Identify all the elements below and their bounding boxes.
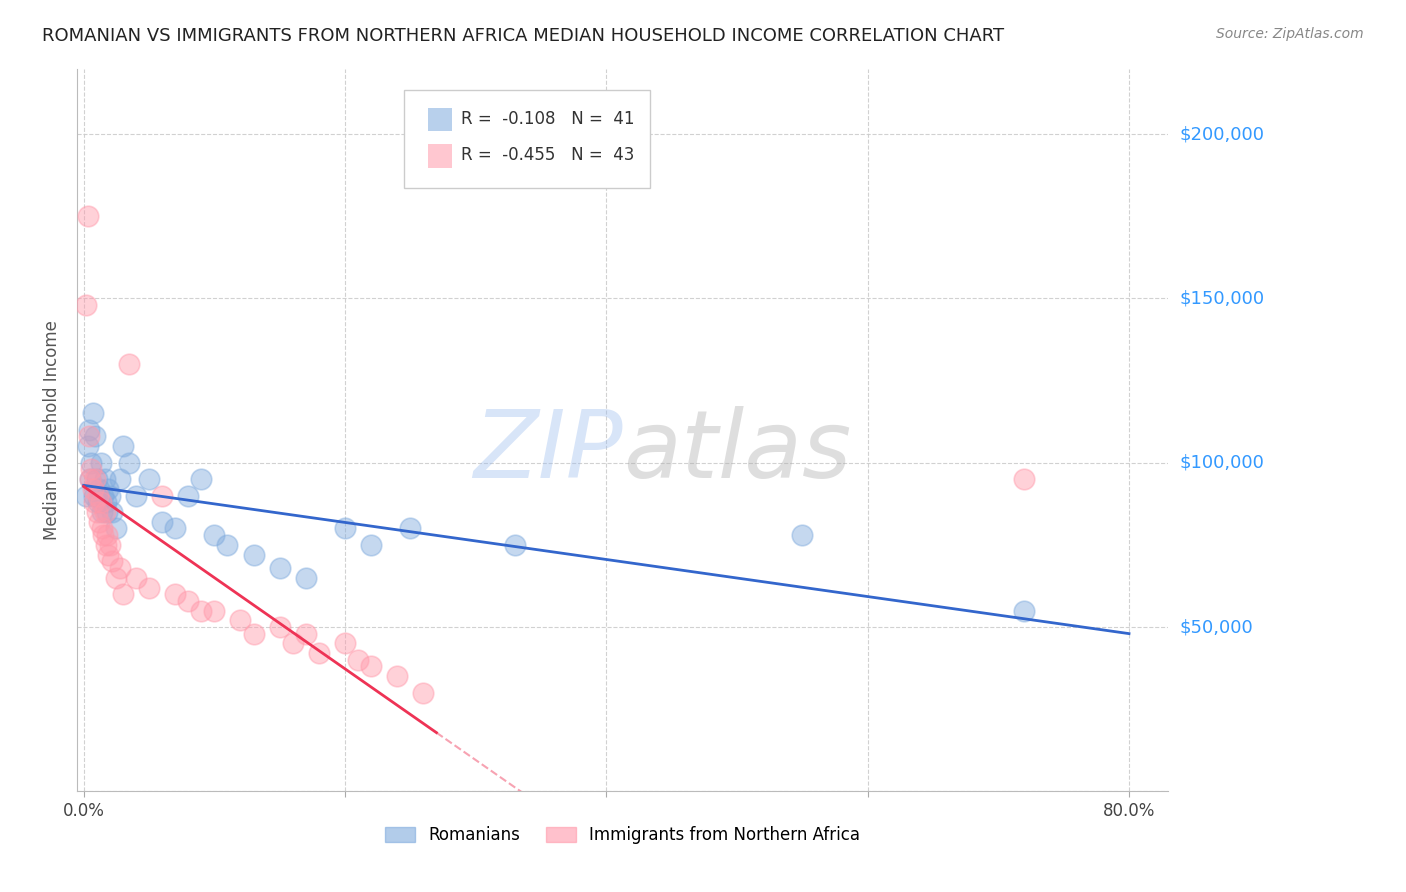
Point (89, 515, 111, 529)
Point (190, 604, 212, 618)
Point (87, 489, 110, 503)
Point (90, 495, 112, 509)
Point (90, 456, 112, 470)
Point (79, 472, 101, 486)
Point (94, 538, 117, 552)
Point (412, 686, 434, 700)
Bar (429, 144, 453, 168)
Point (77, 423, 100, 437)
Point (93, 505, 115, 519)
Text: $50,000: $50,000 (1180, 618, 1253, 636)
Point (80, 462, 103, 476)
Point (399, 521, 422, 535)
Point (87, 495, 110, 509)
Point (503, 538, 526, 552)
Point (150, 515, 173, 529)
Point (1014, 472, 1036, 486)
Point (83, 495, 105, 509)
Text: $100,000: $100,000 (1180, 454, 1264, 472)
Point (84, 429, 107, 443)
Point (76, 210, 98, 224)
FancyBboxPatch shape (405, 90, 650, 188)
Point (105, 571, 128, 585)
Point (150, 489, 173, 503)
Point (165, 521, 187, 535)
Point (96, 528, 118, 542)
Point (90, 505, 112, 519)
Point (125, 489, 148, 503)
Point (82, 407, 104, 421)
Point (333, 521, 356, 535)
Point (98, 489, 121, 503)
Point (118, 357, 141, 371)
Point (76, 439, 98, 453)
Point (118, 456, 141, 470)
Point (347, 653, 370, 667)
Point (89, 482, 111, 496)
Point (97, 482, 120, 496)
Point (90, 521, 112, 535)
Point (269, 561, 291, 575)
Text: Source: ZipAtlas.com: Source: ZipAtlas.com (1216, 27, 1364, 41)
Point (77, 429, 100, 443)
Point (79, 472, 101, 486)
Point (110, 561, 132, 575)
Point (190, 472, 212, 486)
Point (75, 489, 97, 503)
Point (94, 495, 117, 509)
Point (101, 554, 124, 568)
Point (80, 456, 103, 470)
Point (294, 571, 316, 585)
Point (84, 472, 107, 486)
Text: $150,000: $150,000 (1180, 290, 1264, 308)
Point (1014, 604, 1036, 618)
Point (97, 548, 120, 562)
Point (96, 505, 118, 519)
Point (308, 646, 330, 660)
Text: ROMANIAN VS IMMIGRANTS FROM NORTHERN AFRICA MEDIAN HOUSEHOLD INCOME CORRELATION : ROMANIAN VS IMMIGRANTS FROM NORTHERN AFR… (42, 27, 1004, 45)
Point (111, 587, 134, 601)
Point (360, 659, 382, 673)
Bar (429, 108, 453, 131)
Point (98, 538, 121, 552)
Point (75, 298, 97, 312)
Text: atlas: atlas (623, 406, 851, 497)
Point (86, 505, 108, 519)
Point (177, 489, 200, 503)
Point (177, 593, 200, 607)
Point (242, 626, 264, 640)
Point (269, 620, 291, 634)
Point (138, 472, 160, 486)
Point (202, 528, 225, 542)
Y-axis label: Median Household Income: Median Household Income (44, 320, 60, 540)
Point (83, 489, 105, 503)
Point (91, 489, 114, 503)
Point (101, 505, 124, 519)
Text: ZIP: ZIP (472, 406, 623, 497)
Point (792, 528, 814, 542)
Point (110, 472, 132, 486)
Point (202, 604, 225, 618)
Point (86, 472, 108, 486)
Text: R =  -0.455   N =  43: R = -0.455 N = 43 (461, 146, 634, 164)
Point (165, 587, 187, 601)
Point (105, 521, 128, 535)
Legend: Romanians, Immigrants from Northern Africa: Romanians, Immigrants from Northern Afri… (385, 826, 860, 845)
Point (93, 472, 115, 486)
Point (387, 669, 409, 683)
Point (333, 636, 356, 650)
Point (91, 528, 114, 542)
Point (229, 614, 252, 628)
Text: $200,000: $200,000 (1180, 125, 1264, 144)
Point (111, 439, 134, 453)
Point (294, 626, 316, 640)
Text: R =  -0.108   N =  41: R = -0.108 N = 41 (461, 110, 634, 128)
Point (217, 538, 239, 552)
Point (138, 581, 160, 595)
Point (360, 538, 382, 552)
Point (281, 636, 304, 650)
Point (125, 571, 148, 585)
Point (82, 482, 104, 496)
Point (242, 548, 264, 562)
